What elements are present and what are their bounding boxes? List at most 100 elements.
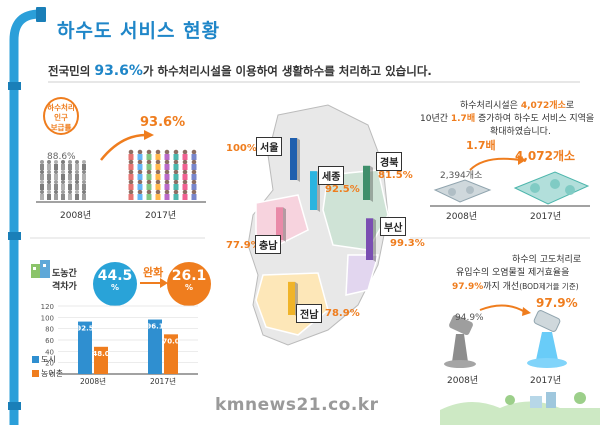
person-icon: [164, 149, 170, 160]
person-icon: [191, 169, 197, 180]
region-gyeongbuk-label: 경북: [376, 152, 403, 171]
bar-value-label: 92.5: [76, 325, 93, 333]
x-category-label: 2017년: [150, 376, 176, 386]
person-icon: [68, 170, 72, 180]
region-busan-pct: 99.3%: [390, 238, 425, 249]
person-icon: [82, 180, 86, 190]
person-icon: [61, 170, 65, 180]
coverage-year-2017: 2017년: [145, 211, 177, 221]
coverage-year-2008: 2008년: [60, 211, 92, 221]
person-icon: [47, 180, 51, 190]
region-bar: [290, 138, 300, 182]
facilities-line1-highlight: 4,072개소: [520, 101, 566, 111]
person-icon: [182, 159, 188, 170]
person-icon: [47, 170, 51, 180]
advanced-line3: 97.9%까지 개선(BOD제거율 기준): [452, 279, 579, 292]
legend-rural-label: 농어촌: [41, 369, 64, 378]
facilities-line2-highlight: 1.7배: [450, 114, 476, 124]
region-sejong-pct: 92.5%: [325, 184, 360, 195]
person-icon: [82, 170, 86, 180]
person-icon: [146, 189, 152, 200]
facilities-line2-pre: 10년간: [420, 114, 451, 124]
facilities-line1-post: 로: [565, 101, 575, 111]
region-jeonnam-label: 전남: [296, 304, 323, 323]
region-gyeongbuk-pct: 81.5%: [378, 170, 413, 181]
region-busan-label: 부산: [380, 217, 407, 236]
person-icon: [173, 189, 179, 200]
person-icon: [155, 169, 161, 180]
region-gyeongbuk-pct-value: 81.5: [378, 170, 403, 181]
region-seoul-pct: 100%: [226, 143, 257, 154]
person-icon: [191, 149, 197, 160]
person-icon: [128, 149, 134, 160]
x-category-label: 2008년: [80, 376, 106, 386]
facilities-2017-value: 4,072개소: [515, 149, 576, 163]
advanced-year-2017: 2017년: [530, 376, 562, 386]
advanced-line3-highlight: 97.9%: [452, 282, 484, 292]
facilities-line3: 확대하였습니다.: [490, 127, 551, 137]
person-icon: [164, 169, 170, 180]
person-icon: [164, 189, 170, 200]
person-icon: [182, 169, 188, 180]
crowd-illustration: [36, 130, 206, 203]
advanced-line2: 유입수의 오염물질 제거효율을: [456, 268, 570, 278]
summary-post: 가 하수처리시설을 이용하여 생활하수를 처리하고 있습니다.: [142, 64, 432, 78]
person-icon: [54, 190, 58, 200]
advanced-year-2008: 2008년: [447, 376, 479, 386]
person-icon: [182, 189, 188, 200]
person-icon: [137, 169, 143, 180]
facilities-year-2008: 2008년: [446, 212, 478, 222]
person-icon: [146, 159, 152, 170]
person-icon: [137, 159, 143, 170]
person-icon: [61, 180, 65, 190]
person-icon: [164, 159, 170, 170]
person-icon: [47, 190, 51, 200]
y-tick-label: 100: [41, 314, 54, 322]
person-icon: [137, 149, 143, 160]
person-icon: [173, 149, 179, 160]
person-icon: [82, 190, 86, 200]
water-pipe-illustration: [444, 304, 567, 368]
gap-2008-value: 44.5: [97, 268, 133, 284]
bar-value-label: 70.0: [162, 337, 179, 345]
person-icon: [54, 160, 58, 170]
region-seoul-pct-value: 100: [226, 143, 247, 154]
person-icon: [128, 179, 134, 190]
person-icon: [191, 179, 197, 190]
gap-bar-chart: 0 20 40 60 80 100 120 92.5 48.0 2008년 96.1 70.0 2017…: [41, 303, 198, 386]
advanced-2008-value: 94.9%: [455, 313, 484, 323]
y-tick-label: 80: [45, 326, 54, 334]
person-icon: [182, 149, 188, 160]
legend-urban-label: 도시: [41, 355, 56, 364]
bar-value-label: 96.1: [146, 323, 163, 331]
coverage-2008-value: 88.6%: [47, 152, 76, 162]
region-chungnam-pct-value: 77.9: [226, 240, 251, 251]
y-tick-label: 60: [45, 337, 54, 345]
korea-map: [247, 104, 389, 346]
advanced-line1: 하수의 고도처리로: [512, 255, 582, 265]
person-icon: [75, 170, 79, 180]
gap-2008-circle: 44.5%: [93, 262, 137, 306]
region-sejong-pct-value: 92.5: [325, 184, 350, 195]
person-icon: [155, 179, 161, 190]
person-icon: [47, 160, 51, 170]
bar-rural: [94, 346, 108, 374]
person-icon: [75, 160, 79, 170]
facilities-2008-value: 2,394개소: [440, 171, 483, 181]
person-icon: [75, 180, 79, 190]
facilities-line1-pre: 하수처리시설은: [460, 101, 521, 111]
facilities-line1: 하수처리시설은 4,072개소로: [460, 98, 574, 111]
person-icon: [82, 160, 86, 170]
person-icon: [54, 180, 58, 190]
gap-2017-circle: 26.1%: [167, 262, 211, 306]
facilities-growth: 1.7배: [466, 139, 496, 152]
person-icon: [155, 189, 161, 200]
bar-rural: [164, 334, 178, 374]
person-icon: [146, 179, 152, 190]
person-icon: [68, 180, 72, 190]
person-icon: [173, 169, 179, 180]
y-tick-label: 40: [45, 348, 54, 356]
advanced-line3-note: (BOD제거율 기준): [519, 282, 579, 291]
gap-2008-unit: %: [110, 283, 119, 292]
